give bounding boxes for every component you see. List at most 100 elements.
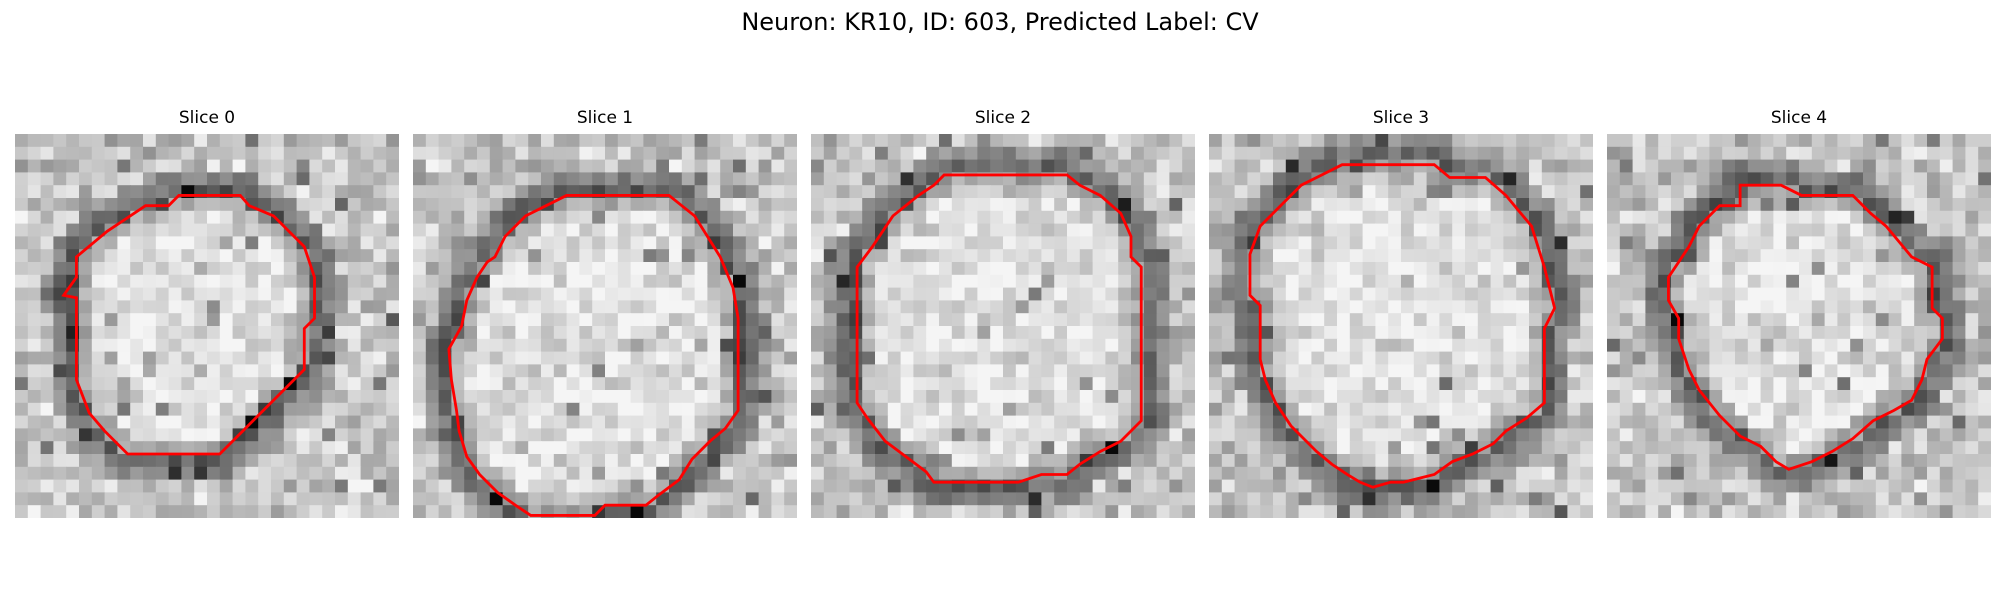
pixel [913,415,927,430]
pixel [1619,351,1634,366]
pixel [1298,287,1313,302]
pixel [1324,249,1338,263]
pixel [296,236,311,250]
pixel [1503,300,1517,314]
pixel [1914,338,1928,353]
pixel [1503,326,1517,340]
pixel [977,185,991,199]
pixel [1401,274,1415,289]
pixel [219,364,234,378]
pixel [477,326,491,340]
pixel [1773,274,1787,289]
pixel [155,313,170,327]
pixel [1439,159,1453,174]
pixel [784,454,797,468]
pixel [617,390,632,404]
pixel [1413,313,1428,327]
pixel [1285,134,1300,148]
pixel [1696,185,1711,199]
pixel [1632,338,1647,353]
pixel [811,134,825,148]
pixel [1452,505,1466,518]
pixel [168,262,183,276]
pixel [155,287,170,302]
pixel [1567,262,1581,276]
pixel [515,249,529,263]
pixel [296,146,311,161]
slice-image [15,134,399,518]
pixel [1234,300,1249,314]
pixel [1503,236,1517,250]
pixel [130,172,144,186]
pixel [155,390,170,404]
pixel [1054,210,1068,225]
pixel [489,210,504,225]
pixel [207,236,221,250]
pixel [617,313,632,327]
pixel [386,377,399,391]
pixel [1221,338,1236,353]
pixel [477,364,491,378]
pixel [1952,134,1967,148]
pixel [143,466,157,481]
pixel [53,313,67,327]
pixel [1105,274,1119,289]
pixel [707,262,721,276]
pixel [1939,172,1954,186]
pixel [733,146,747,161]
pixel [194,146,208,161]
pixel [502,172,517,186]
pixel [1028,479,1043,494]
pixel [168,159,183,174]
pixel [232,146,247,161]
pixel [1658,172,1672,186]
pixel [79,441,93,455]
pixel [630,159,645,174]
pixel [951,377,966,391]
pixel [66,441,80,455]
pixel [91,172,106,186]
pixel [1260,249,1274,263]
pixel [1709,274,1723,289]
pixel [926,364,940,378]
pixel [939,402,953,417]
pixel [720,492,734,506]
pixel [181,236,195,250]
pixel [232,338,247,353]
pixel [1722,390,1736,404]
pixel [283,223,298,238]
pixel [951,236,966,250]
pixel [926,428,940,442]
pixel [669,479,683,494]
pixel [887,338,902,353]
pixel [386,210,399,225]
pixel [990,377,1004,391]
pixel [245,492,259,506]
pixel [1247,454,1261,468]
pixel [1863,300,1877,314]
pixel [489,134,504,148]
pixel [617,134,632,148]
pixel [1015,454,1030,468]
pixel [939,236,953,250]
pixel [130,415,144,430]
pixel [887,415,902,430]
pixel [823,415,838,430]
pixel [1426,287,1441,302]
pixel [347,338,362,353]
pixel [309,185,323,199]
pixel [1901,492,1915,506]
pixel [219,390,234,404]
pixel [681,479,696,494]
pixel [1658,262,1672,276]
pixel [1824,159,1839,174]
pixel [1927,300,1941,314]
pixel [1952,300,1967,314]
pixel [386,402,399,417]
pixel [283,274,298,289]
pixel [438,300,453,314]
pixel [1439,249,1453,263]
pixel [771,454,785,468]
pixel [1722,300,1736,314]
pixel [1607,364,1621,378]
